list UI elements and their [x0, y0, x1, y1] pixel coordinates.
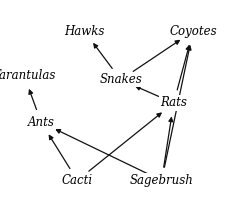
Text: Snakes: Snakes: [99, 73, 142, 86]
Text: Sagebrush: Sagebrush: [129, 174, 193, 187]
Text: Cacti: Cacti: [62, 174, 92, 187]
Text: Tarantulas: Tarantulas: [0, 69, 56, 82]
Text: Hawks: Hawks: [64, 25, 104, 38]
Text: Rats: Rats: [160, 96, 186, 110]
Text: Ants: Ants: [28, 116, 54, 129]
Text: Coyotes: Coyotes: [168, 25, 216, 38]
